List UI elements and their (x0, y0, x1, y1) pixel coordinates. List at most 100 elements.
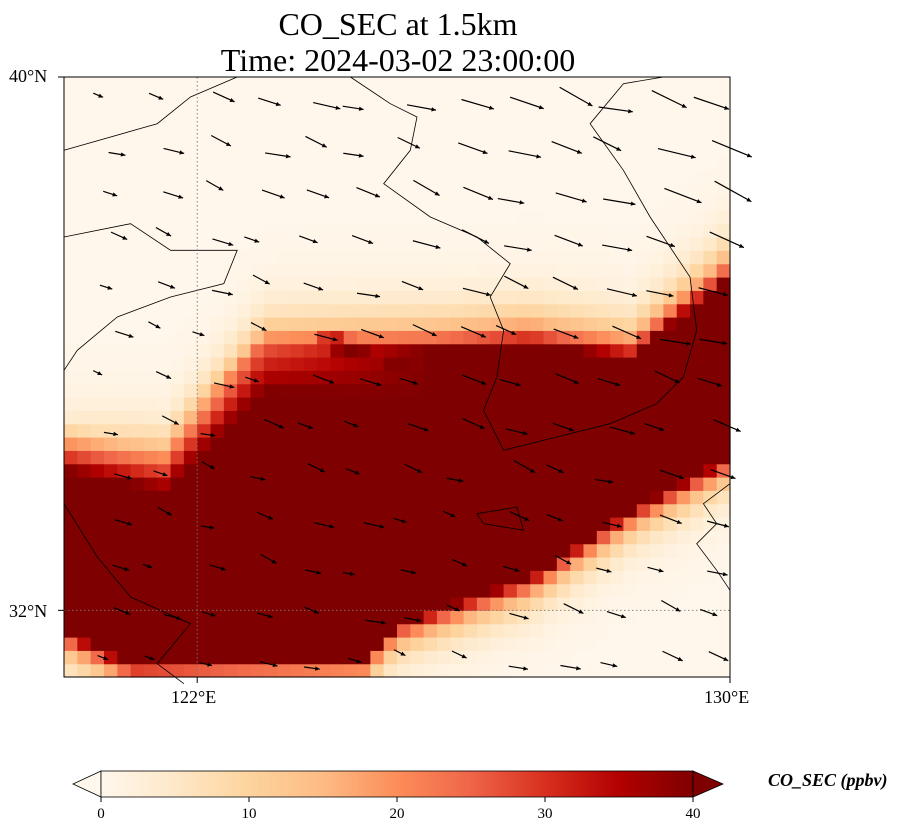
heatmap-cell (690, 303, 704, 318)
heatmap-cell (290, 210, 305, 225)
heatmap-cell (210, 277, 225, 291)
heatmap-cell (450, 77, 465, 91)
heatmap-cell (103, 543, 118, 558)
heatmap-cell (690, 143, 704, 158)
heatmap-cell (450, 517, 465, 531)
heatmap-cell (397, 423, 411, 438)
heatmap-cell (503, 477, 518, 491)
heatmap-cell (690, 250, 704, 265)
heatmap-cell (343, 423, 358, 438)
wind-arrow (552, 276, 579, 291)
heatmap-cell (183, 650, 198, 665)
heatmap-cell (277, 543, 292, 558)
heatmap-cell (650, 343, 664, 358)
heatmap-cell (570, 263, 585, 278)
heatmap-cell (530, 170, 545, 185)
heatmap-cell (250, 663, 265, 678)
heatmap-cell (383, 623, 398, 638)
heatmap-cell (64, 543, 78, 558)
heatmap-cell (357, 437, 371, 451)
heatmap-cell (556, 477, 571, 491)
heatmap-cell (330, 623, 345, 638)
heatmap-cell (117, 157, 132, 171)
heatmap-cell (690, 183, 704, 198)
heatmap-cell (103, 437, 118, 451)
wind-arrowhead (376, 381, 382, 387)
heatmap-cell (490, 423, 505, 438)
heatmap-cell (636, 183, 651, 198)
heatmap-cell (636, 103, 651, 118)
heatmap-cell (303, 477, 318, 491)
heatmap-cell (583, 77, 598, 91)
heatmap-cell (716, 277, 731, 291)
heatmap-cell (610, 503, 625, 518)
heatmap-cell (476, 530, 491, 545)
heatmap-cell (317, 317, 331, 331)
heatmap-cell (343, 543, 358, 558)
heatmap-cell (436, 583, 451, 598)
heatmap-cell (463, 557, 478, 571)
heatmap-cell (183, 530, 198, 545)
heatmap-cell (210, 210, 225, 225)
heatmap-cell (676, 463, 691, 478)
heatmap-cell (663, 410, 678, 425)
heatmap-cell (303, 117, 318, 131)
wind-arrowhead (730, 474, 736, 480)
heatmap-cell (397, 183, 411, 198)
heatmap-cell (703, 277, 718, 291)
heatmap-cell (383, 610, 398, 625)
heatmap-cell (103, 197, 118, 211)
heatmap-cell (343, 623, 358, 638)
heatmap-cell (77, 410, 92, 425)
heatmap-cell (530, 517, 545, 531)
heatmap-cell (690, 543, 704, 558)
heatmap-cell (157, 610, 172, 625)
heatmap-cell (636, 557, 651, 571)
heatmap-cell (436, 343, 451, 358)
heatmap-cell (476, 303, 491, 318)
heatmap-cell (223, 650, 238, 665)
wind-arrowhead (524, 516, 530, 521)
heatmap-cell (610, 623, 625, 638)
heatmap-cell (556, 250, 571, 265)
heatmap-cell (223, 543, 238, 558)
heatmap-cell (716, 477, 731, 491)
heatmap-cell (183, 250, 198, 265)
heatmap-cell (583, 650, 598, 665)
heatmap-cell (490, 397, 505, 411)
heatmap-cell (716, 90, 731, 105)
heatmap-cell (676, 477, 691, 491)
heatmap-cell (383, 210, 398, 225)
heatmap-cell (596, 277, 611, 291)
wind-arrowhead (483, 239, 489, 244)
wind-arrow (646, 235, 676, 248)
heatmap-cell (183, 623, 198, 638)
heatmap-cell (64, 210, 78, 225)
heatmap-cell (556, 530, 571, 545)
heatmap-cell (77, 423, 92, 438)
heatmap-cell (237, 237, 252, 251)
heatmap-cell (663, 170, 678, 185)
heatmap-cell (623, 290, 638, 305)
heatmap-cell (503, 370, 518, 385)
heatmap-cell (543, 437, 558, 451)
heatmap-cell (476, 77, 491, 91)
heatmap-cell (263, 637, 278, 651)
heatmap-cell (476, 117, 491, 131)
heatmap-cell (690, 463, 704, 478)
heatmap-cell (636, 463, 651, 478)
heatmap-cell (250, 330, 265, 345)
heatmap-cell (277, 183, 292, 198)
heatmap-cell (277, 437, 292, 451)
x-tick-label-130e: 130°E (704, 687, 750, 707)
wind-arrowhead (166, 511, 172, 516)
wind-arrowhead (128, 333, 134, 338)
wind-arrowhead (335, 105, 341, 110)
heatmap-cell (716, 210, 731, 225)
heatmap-cell (183, 410, 198, 425)
wind-arrowhead (717, 382, 722, 387)
heatmap-cell (130, 410, 145, 425)
heatmap-cell (636, 437, 651, 451)
heatmap-cell (143, 623, 158, 638)
heatmap-cell (650, 250, 664, 265)
